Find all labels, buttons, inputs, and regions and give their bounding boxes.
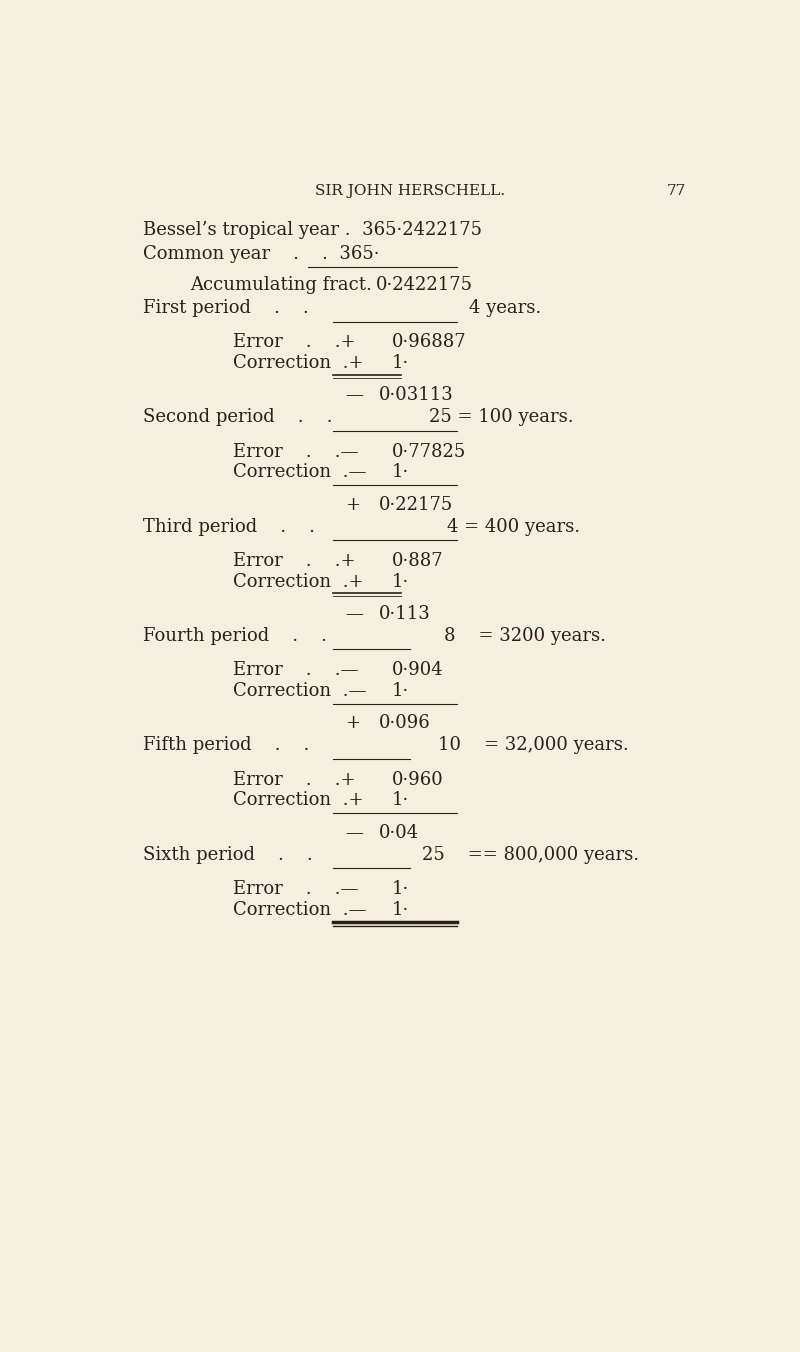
Text: 8    = 3200 years.: 8 = 3200 years. xyxy=(444,627,606,645)
Text: SIR JOHN HERSCHELL.: SIR JOHN HERSCHELL. xyxy=(315,184,505,199)
Text: Correction  .—: Correction .— xyxy=(234,683,366,700)
Text: 0·887: 0·887 xyxy=(391,552,443,571)
Text: 1·: 1· xyxy=(391,354,409,372)
Text: Fifth period    .    .: Fifth period . . xyxy=(143,737,310,754)
Text: 1·: 1· xyxy=(391,573,409,591)
Text: 4 = 400 years.: 4 = 400 years. xyxy=(447,518,580,535)
Text: Sixth period    .    .: Sixth period . . xyxy=(143,845,313,864)
Text: Error    .    .—: Error . .— xyxy=(234,442,358,461)
Text: 4 years.: 4 years. xyxy=(469,299,541,316)
Text: 0·904: 0·904 xyxy=(391,661,443,679)
Text: Second period    .    .: Second period . . xyxy=(143,408,333,426)
Text: 77: 77 xyxy=(667,184,686,199)
Text: 0·03113: 0·03113 xyxy=(379,387,454,404)
Text: 0·96887: 0·96887 xyxy=(391,334,466,352)
Text: 0·2422175: 0·2422175 xyxy=(376,276,473,295)
Text: Third period    .    .: Third period . . xyxy=(143,518,315,535)
Text: —: — xyxy=(345,823,362,842)
Text: Error    .    .+: Error . .+ xyxy=(234,552,356,571)
Text: First period    .    .: First period . . xyxy=(143,299,309,316)
Text: 0·04: 0·04 xyxy=(379,823,419,842)
Text: 1·: 1· xyxy=(391,464,409,481)
Text: 25 = 100 years.: 25 = 100 years. xyxy=(429,408,574,426)
Text: 0·22175: 0·22175 xyxy=(379,496,454,514)
Text: Correction  .+: Correction .+ xyxy=(234,354,364,372)
Text: Correction  .+: Correction .+ xyxy=(234,791,364,810)
Text: 0·096: 0·096 xyxy=(379,714,430,733)
Text: 1·: 1· xyxy=(391,900,409,919)
Text: Correction  .—: Correction .— xyxy=(234,464,366,481)
Text: Common year    .    .  365·: Common year . . 365· xyxy=(143,245,380,262)
Text: Fourth period    .    .: Fourth period . . xyxy=(143,627,327,645)
Text: Bessel’s tropical year .  365·2422175: Bessel’s tropical year . 365·2422175 xyxy=(143,220,482,239)
Text: +: + xyxy=(345,714,360,733)
Text: +: + xyxy=(345,496,360,514)
Text: Correction  .—: Correction .— xyxy=(234,900,366,919)
Text: Error    .    .—: Error . .— xyxy=(234,661,358,679)
Text: 0·960: 0·960 xyxy=(391,771,443,788)
Text: Accumulating fract.: Accumulating fract. xyxy=(190,276,372,295)
Text: 25    == 800,000 years.: 25 == 800,000 years. xyxy=(422,845,639,864)
Text: —: — xyxy=(345,387,362,404)
Text: Correction  .+: Correction .+ xyxy=(234,573,364,591)
Text: 10    = 32,000 years.: 10 = 32,000 years. xyxy=(438,737,629,754)
Text: Error    .    .+: Error . .+ xyxy=(234,334,356,352)
Text: —: — xyxy=(345,606,362,623)
Text: 1·: 1· xyxy=(391,880,409,898)
Text: Error    .    .—: Error . .— xyxy=(234,880,358,898)
Text: 1·: 1· xyxy=(391,791,409,810)
Text: Error    .    .+: Error . .+ xyxy=(234,771,356,788)
Text: 0·113: 0·113 xyxy=(379,606,430,623)
Text: 0·77825: 0·77825 xyxy=(391,442,466,461)
Text: 1·: 1· xyxy=(391,683,409,700)
